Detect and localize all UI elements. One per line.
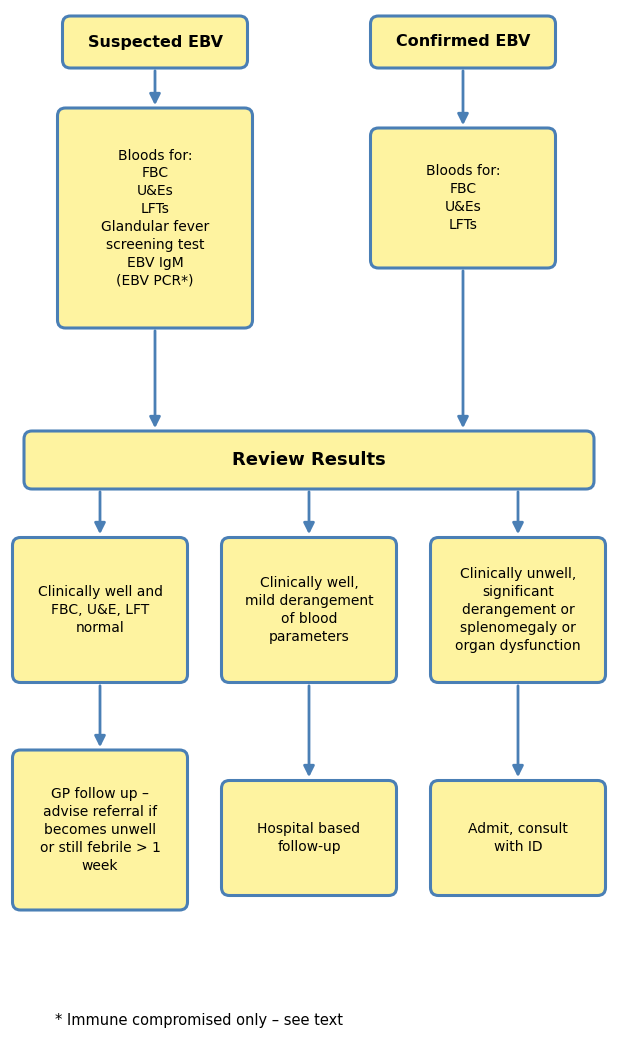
FancyBboxPatch shape xyxy=(431,538,606,682)
Text: * Immune compromised only – see text: * Immune compromised only – see text xyxy=(55,1013,343,1027)
Text: GP follow up –
advise referral if
becomes unwell
or still febrile > 1
week: GP follow up – advise referral if become… xyxy=(40,788,161,872)
FancyBboxPatch shape xyxy=(57,108,253,328)
Text: Clinically well,
mild derangement
of blood
parameters: Clinically well, mild derangement of blo… xyxy=(245,577,373,644)
Text: Hospital based
follow-up: Hospital based follow-up xyxy=(258,822,360,854)
Text: Bloods for:
FBC
U&Es
LFTs: Bloods for: FBC U&Es LFTs xyxy=(426,165,500,231)
Text: Bloods for:
FBC
U&Es
LFTs
Glandular fever
screening test
EBV IgM
(EBV PCR*): Bloods for: FBC U&Es LFTs Glandular feve… xyxy=(101,149,209,287)
FancyBboxPatch shape xyxy=(12,750,187,910)
FancyBboxPatch shape xyxy=(371,16,556,68)
FancyBboxPatch shape xyxy=(371,128,556,268)
FancyBboxPatch shape xyxy=(221,538,397,682)
Text: Confirmed EBV: Confirmed EBV xyxy=(396,35,530,50)
Text: Review Results: Review Results xyxy=(232,451,386,469)
Text: Suspected EBV: Suspected EBV xyxy=(88,35,222,50)
FancyBboxPatch shape xyxy=(24,431,594,489)
FancyBboxPatch shape xyxy=(12,538,187,682)
Text: Clinically well and
FBC, U&E, LFT
normal: Clinically well and FBC, U&E, LFT normal xyxy=(38,585,163,635)
FancyBboxPatch shape xyxy=(221,780,397,895)
Text: Admit, consult
with ID: Admit, consult with ID xyxy=(468,822,568,854)
Text: Clinically unwell,
significant
derangement or
splenomegaly or
organ dysfunction: Clinically unwell, significant derangeme… xyxy=(455,567,581,653)
FancyBboxPatch shape xyxy=(62,16,247,68)
FancyBboxPatch shape xyxy=(431,780,606,895)
